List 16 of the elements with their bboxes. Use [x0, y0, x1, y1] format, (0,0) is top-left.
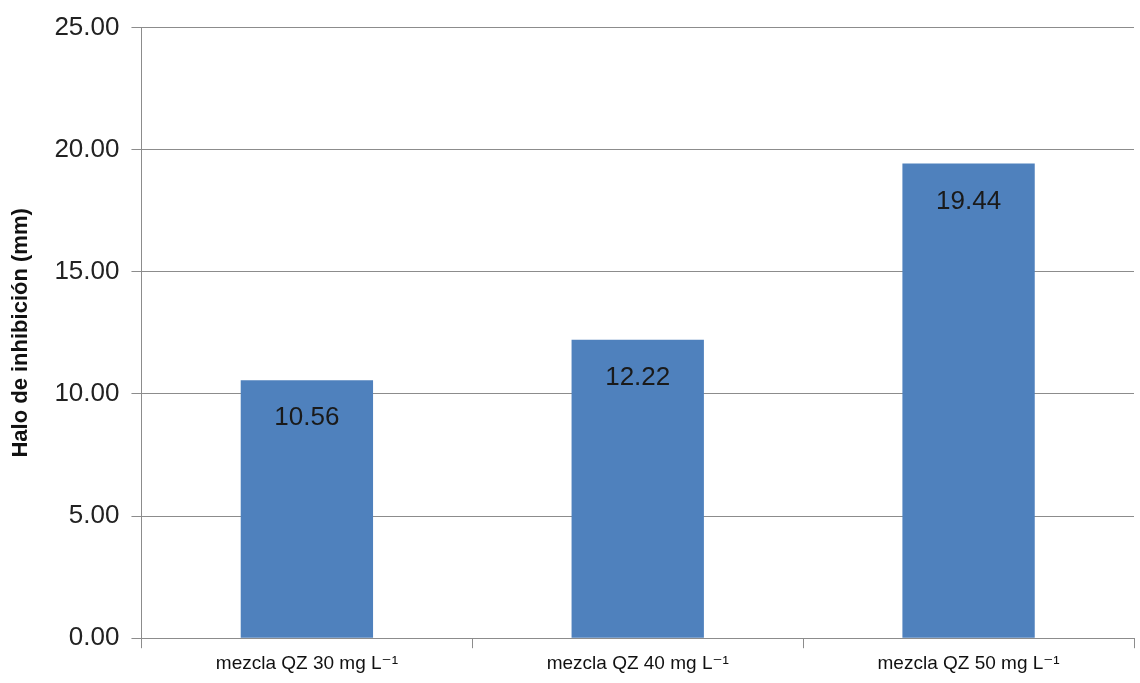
- data-label: 10.56: [274, 401, 340, 432]
- y-tick-label: 15.00: [54, 255, 120, 286]
- y-tick-label: 20.00: [54, 132, 120, 163]
- y-tick-label: 5.00: [68, 499, 120, 530]
- y-axis-title: Halo de inhibición (mm): [7, 208, 33, 458]
- y-tick-label: 0.00: [68, 621, 120, 652]
- bar: [240, 380, 374, 638]
- y-tick-label: 25.00: [54, 10, 120, 41]
- x-tick-label: mezcla QZ 30 mg L⁻¹: [215, 651, 398, 673]
- y-tick-label: 10.00: [54, 377, 120, 408]
- x-tick-label: mezcla QZ 40 mg L⁻¹: [546, 651, 729, 673]
- x-tick-label: mezcla QZ 50 mg L⁻¹: [877, 651, 1060, 673]
- data-label: 12.22: [605, 360, 671, 391]
- bar: [571, 339, 704, 638]
- bar: [902, 163, 1035, 638]
- data-label: 19.44: [936, 184, 1002, 215]
